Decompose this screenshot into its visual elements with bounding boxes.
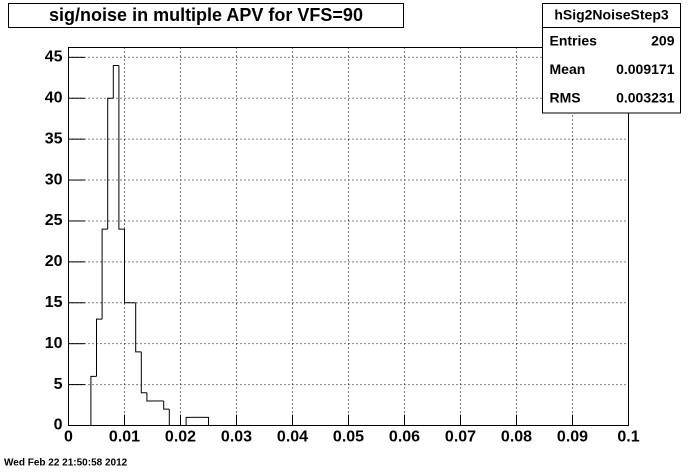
x-tick-label: 0.03 [221, 429, 252, 446]
stats-label: Mean [550, 61, 586, 77]
chart-title: sig/noise in multiple APV for VFS=90 [49, 5, 363, 25]
histogram-bin [124, 229, 131, 304]
x-tick-label: 0.01 [109, 429, 140, 446]
histogram-bin [118, 65, 125, 230]
stats-label: Entries [550, 32, 598, 48]
histogram-bin [168, 409, 175, 426]
y-tick-label: 45 [45, 49, 63, 66]
x-tick-label: 0.02 [165, 429, 196, 446]
histogram-bin [107, 97, 114, 230]
y-tick-label: 25 [45, 212, 63, 229]
x-tick-label: 0.05 [333, 429, 364, 446]
histogram-bin [146, 392, 153, 402]
footer-date: Wed Feb 22 21:50:58 2012 [4, 458, 128, 469]
stats-label: RMS [550, 89, 581, 105]
y-tick-label: 5 [54, 376, 63, 393]
histogram-bin [185, 416, 192, 426]
x-tick-label: 0.07 [445, 429, 476, 446]
histogram-bin [140, 351, 147, 394]
x-tick-label: 0 [64, 429, 73, 446]
stats-value: 0.003231 [616, 89, 675, 105]
x-tick-label: 0.08 [501, 429, 532, 446]
y-tick-label: 40 [45, 89, 63, 106]
x-tick-label: 0.06 [389, 429, 420, 446]
histogram-bin [101, 228, 108, 320]
histogram-bin [96, 318, 103, 377]
histogram-bin [90, 375, 97, 426]
stats-value: 209 [651, 32, 675, 48]
y-tick-label: 15 [45, 294, 63, 311]
stats-value: 0.009171 [616, 61, 675, 77]
x-tick-label: 0.1 [617, 429, 639, 446]
x-tick-label: 0.09 [557, 429, 588, 446]
y-tick-label: 0 [54, 417, 63, 434]
histogram-bin [163, 400, 170, 410]
histogram-bin [135, 302, 142, 353]
y-tick-label: 30 [45, 171, 63, 188]
title-box [8, 3, 404, 28]
histogram-bin [202, 416, 209, 426]
y-tick-label: 35 [45, 130, 63, 147]
x-tick-label: 0.04 [277, 429, 308, 446]
stats-box [542, 3, 681, 114]
y-tick-label: 20 [45, 253, 63, 270]
y-tick-label: 10 [45, 335, 63, 352]
histogram-bin [112, 65, 119, 99]
stats-name: hSig2NoiseStep3 [554, 7, 669, 23]
